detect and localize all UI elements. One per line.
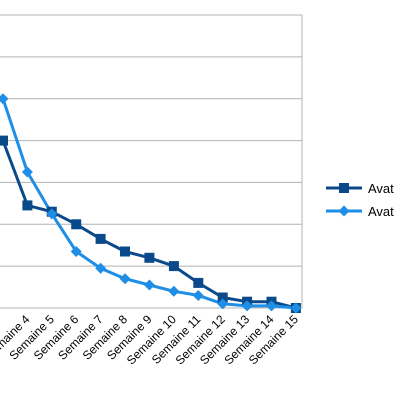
legend-label: Avat [368,204,394,219]
data-point [193,277,204,288]
data-point [21,166,33,178]
data-point [168,261,179,272]
data-point [0,93,9,105]
data-point [168,285,180,297]
data-point [71,219,82,230]
series-line-2 [1,98,297,310]
data-point [241,300,253,312]
data-point [95,262,107,274]
data-point [265,300,277,312]
gridlines [0,14,303,309]
data-point [120,246,130,257]
data-point [46,208,58,220]
series-lines [1,98,297,310]
data-point [0,135,8,146]
data-point [143,279,155,291]
data-point [95,233,106,244]
data-point [22,200,33,211]
data-point [119,273,131,285]
legend-label: Avat [368,181,394,196]
data-point [70,245,82,257]
data-point [192,289,204,301]
legend-marker [338,205,350,217]
data-point [290,302,302,314]
legend-marker [339,183,349,193]
legend: Avat Avat [326,181,394,219]
data-point [144,252,155,263]
data-point [217,298,229,310]
data-point [217,292,228,303]
series-markers [0,93,302,314]
